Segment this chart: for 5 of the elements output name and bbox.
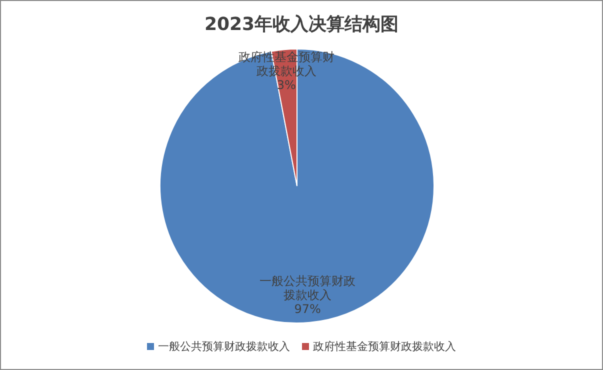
chart-title: 2023年收入决算结构图 — [204, 14, 399, 35]
legend-label: 政府性基金预算财政拨款收入 — [313, 340, 456, 353]
legend-label: 一般公共预算财政拨款收入 — [158, 340, 290, 353]
slice-label: 一般公共预算财政拨款收入 — [258, 274, 357, 302]
data-label: 97% — [293, 302, 322, 316]
